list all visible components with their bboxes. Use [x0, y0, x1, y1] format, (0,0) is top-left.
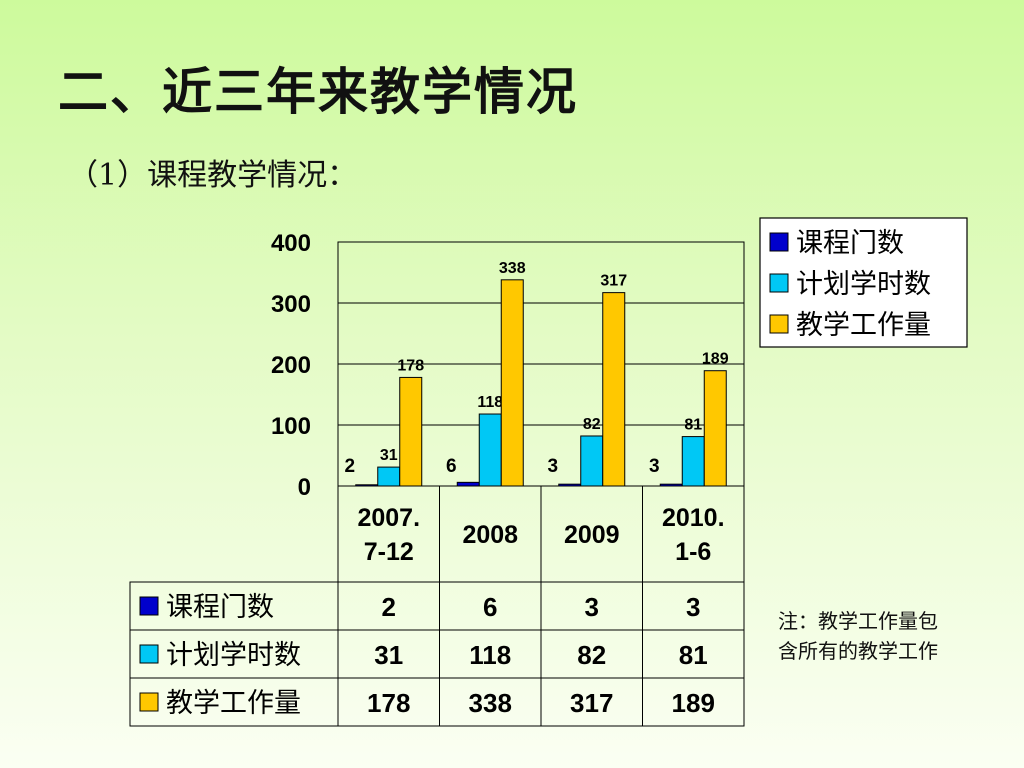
- data-label: 189: [702, 351, 729, 368]
- table-cell: 82: [577, 640, 606, 670]
- bar: [377, 466, 401, 487]
- legend: [759, 217, 968, 348]
- category-label: 2010.: [662, 504, 725, 532]
- table-cell: 178: [367, 688, 410, 718]
- bar: [602, 292, 626, 487]
- table-legend-swatch: [139, 644, 159, 664]
- data-label: 178: [397, 357, 424, 374]
- legend-label: 课程门数: [796, 228, 904, 259]
- y-tick-label: 200: [271, 352, 311, 379]
- bar: [580, 435, 604, 487]
- table-cell: 3: [585, 592, 599, 622]
- category-label: 2009: [564, 521, 620, 549]
- category-label: 7-12: [364, 538, 414, 566]
- y-tick-label: 400: [271, 230, 311, 257]
- y-tick-label: 100: [271, 413, 311, 440]
- table-cell: 6: [483, 592, 497, 622]
- category-label: 1-6: [675, 538, 711, 566]
- legend-label: 教学工作量: [796, 310, 931, 341]
- bar: [681, 436, 705, 487]
- bar: [478, 413, 502, 487]
- section-subtitle: （1）课程教学情况：: [68, 158, 358, 193]
- category-label: 2008: [462, 521, 518, 549]
- data-label: 6: [446, 456, 457, 477]
- category-label: 2007.: [357, 504, 420, 532]
- table-cell: 189: [672, 688, 715, 718]
- bar: [456, 481, 480, 487]
- data-label: 2: [344, 456, 355, 477]
- data-label: 3: [547, 456, 558, 477]
- y-tick-label: 300: [271, 291, 311, 318]
- legend-swatch: [769, 232, 789, 252]
- legend-label: 计划学时数: [796, 269, 931, 300]
- table-legend-swatch: [139, 596, 159, 616]
- page-title: 二、近三年来教学情况: [58, 62, 578, 121]
- table-cell: 81: [679, 640, 708, 670]
- table-cell: 338: [469, 688, 512, 718]
- table-series-label: 计划学时数: [166, 640, 301, 671]
- footnote-line: 含所有的教学工作: [778, 639, 938, 663]
- table-series-label: 课程门数: [166, 592, 274, 623]
- bar: [703, 370, 727, 487]
- data-label: 3: [649, 456, 660, 477]
- footnote: 注：教学工作量包 含所有的教学工作: [778, 606, 1008, 666]
- table-cell: 118: [469, 640, 511, 670]
- table-cell: 2: [382, 592, 396, 622]
- bar: [500, 279, 524, 487]
- data-label: 82: [583, 416, 601, 433]
- data-label: 31: [380, 447, 398, 464]
- table-cell: 31: [374, 640, 403, 670]
- legend-swatch: [769, 314, 789, 334]
- data-label: 317: [600, 273, 627, 290]
- data-label: 338: [499, 260, 526, 277]
- footnote-line: 注：教学工作量包: [778, 609, 938, 633]
- data-label: 118: [477, 394, 503, 411]
- y-tick-label: 0: [298, 474, 311, 501]
- data-label: 81: [684, 417, 702, 434]
- table-cell: 3: [686, 592, 700, 622]
- table-cell: 317: [570, 688, 613, 718]
- table-legend-swatch: [139, 692, 159, 712]
- bar: [399, 376, 423, 487]
- legend-swatch: [769, 273, 789, 293]
- table-series-label: 教学工作量: [166, 688, 301, 719]
